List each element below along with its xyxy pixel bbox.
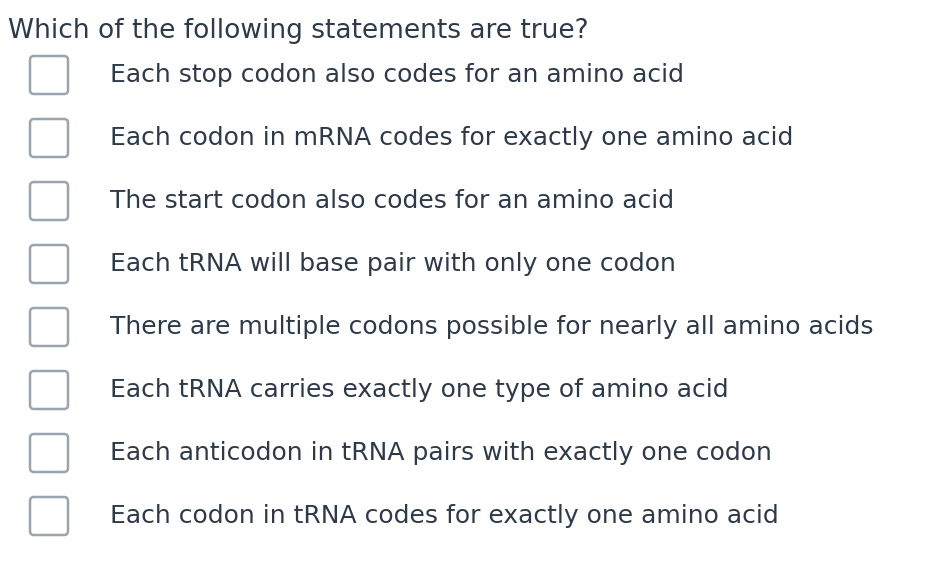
Text: Each anticodon in tRNA pairs with exactly one codon: Each anticodon in tRNA pairs with exactl…	[110, 441, 772, 465]
FancyBboxPatch shape	[30, 119, 68, 157]
FancyBboxPatch shape	[30, 182, 68, 220]
FancyBboxPatch shape	[30, 56, 68, 94]
FancyBboxPatch shape	[30, 371, 68, 409]
FancyBboxPatch shape	[30, 245, 68, 283]
Text: The start codon also codes for an amino acid: The start codon also codes for an amino …	[110, 189, 674, 213]
Text: Each codon in tRNA codes for exactly one amino acid: Each codon in tRNA codes for exactly one…	[110, 504, 778, 528]
Text: Each tRNA will base pair with only one codon: Each tRNA will base pair with only one c…	[110, 252, 676, 276]
FancyBboxPatch shape	[30, 497, 68, 535]
FancyBboxPatch shape	[30, 308, 68, 346]
Text: Which of the following statements are true?: Which of the following statements are tr…	[8, 18, 588, 44]
Text: Each codon in mRNA codes for exactly one amino acid: Each codon in mRNA codes for exactly one…	[110, 126, 793, 150]
Text: There are multiple codons possible for nearly all amino acids: There are multiple codons possible for n…	[110, 315, 873, 339]
FancyBboxPatch shape	[30, 434, 68, 472]
Text: Each stop codon also codes for an amino acid: Each stop codon also codes for an amino …	[110, 63, 684, 87]
Text: Each tRNA carries exactly one type of amino acid: Each tRNA carries exactly one type of am…	[110, 378, 728, 402]
